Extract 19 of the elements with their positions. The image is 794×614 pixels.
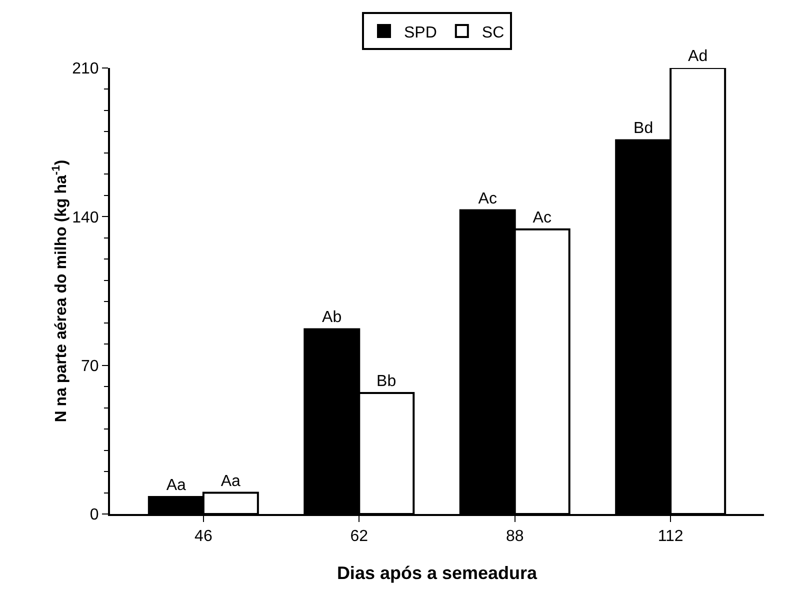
x-axis-title: Dias após a semeadura: [336, 563, 538, 583]
data-label: Bd: [634, 120, 654, 138]
data-label: Ac: [478, 190, 497, 208]
data-label: Bb: [376, 372, 396, 390]
x-tick-label: 46: [194, 528, 212, 546]
data-label: Ad: [688, 48, 708, 65]
x-tick-label: 112: [658, 528, 684, 546]
data-label: Aa: [220, 472, 241, 490]
legend-label: SPD: [404, 24, 437, 42]
data-label: Ab: [322, 309, 342, 326]
data-label: Ac: [532, 209, 552, 226]
y-tick-label: 210: [72, 60, 99, 78]
y-tick-label: 70: [81, 358, 99, 375]
x-tick-label: 62: [350, 528, 368, 546]
x-tick-label: 88: [506, 528, 524, 546]
y-tick-label: 140: [72, 209, 99, 226]
data-label: Aa: [166, 477, 186, 494]
y-tick-label: 0: [90, 506, 99, 524]
legend-label: SC: [482, 24, 504, 42]
